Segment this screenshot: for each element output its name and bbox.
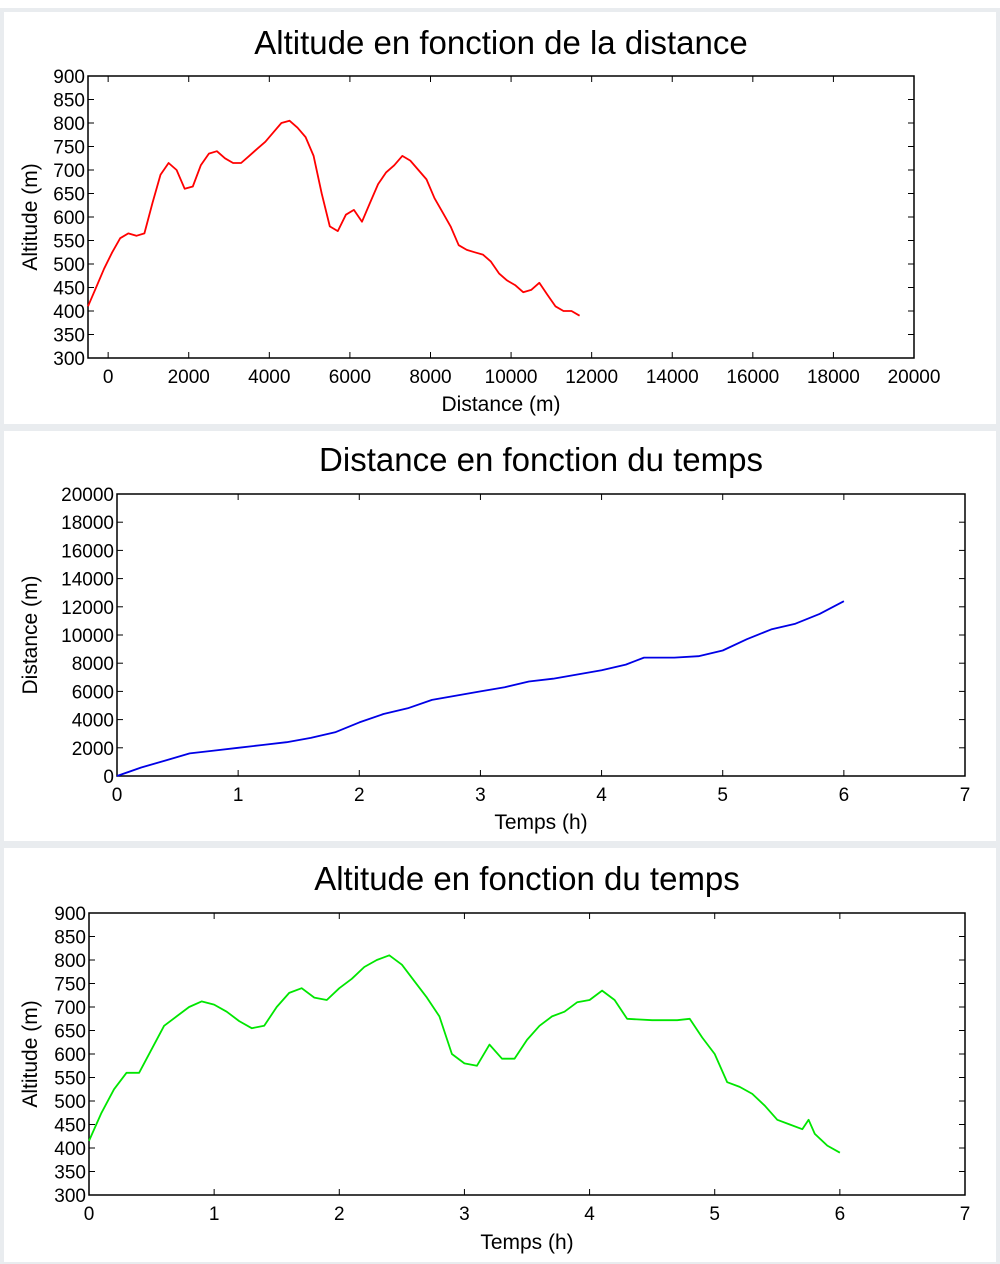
y-tick-label: 450 [53,279,85,300]
y-tick-label: 300 [54,1186,86,1207]
x-tick-label: 5 [717,785,728,806]
x-tick-label: 14000 [646,367,699,388]
x-axis-label: Temps (h) [494,811,587,834]
y-tick-label: 6000 [72,682,114,703]
y-tick-label: 500 [54,1092,86,1113]
y-tick-label: 8000 [72,654,114,675]
series-line-0 [87,119,581,317]
x-tick-label: 7 [960,1204,971,1225]
x-tick-label: 12000 [565,367,618,388]
chart-panel-altitude-distance: Altitude en fonction de la distance 300 35… [4,12,996,424]
x-tick-label: 2 [354,785,365,806]
y-axis-label: Altitude (m) [19,163,42,270]
x-tick-label: 10000 [485,367,538,388]
y-tick-label: 750 [53,138,85,159]
x-axis-label: Distance (m) [441,393,560,416]
y-axis-label: Distance (m) [19,575,42,694]
y-tick-label: 750 [54,975,86,996]
y-axis-label: Altitude (m) [19,1000,42,1107]
y-tick-label: 16000 [61,541,114,562]
chart-panel-distance-time: Distance en fonction du temps 0 2000 4000 60… [4,431,996,841]
x-tick-label: 1 [233,785,244,806]
x-tick-label: 18000 [807,367,860,388]
x-tick-label: 3 [459,1204,470,1225]
plot-area [88,912,966,1196]
y-tick-label: 12000 [61,598,114,619]
x-tick-label: 0 [112,785,123,806]
x-tick-label: 4 [596,785,607,806]
x-tick-label: 7 [960,785,971,806]
y-tick-label: 900 [54,904,86,925]
chart-altitude-vs-time: Altitude en fonction du temps30035040045… [19,860,971,1254]
y-tick-label: 550 [53,232,85,253]
chart-title: Altitude en fonction de la distance [254,24,748,61]
y-tick-label: 2000 [72,739,114,760]
chart-distance-vs-time: Distance en fonction du temps02000400060… [19,441,971,834]
y-tick-label: 650 [54,1022,86,1043]
y-tick-label: 850 [53,91,85,112]
x-tick-label: 0 [103,367,114,388]
y-tick-label: 400 [54,1139,86,1160]
y-tick-label: 650 [53,185,85,206]
chart-altitude-vs-distance: Altitude en fonction de la distance 30035… [19,24,941,416]
series-line-0 [88,954,841,1154]
chart-title: Altitude en fonction du temps [314,860,740,897]
window-top-strip [0,0,1000,8]
y-tick-label: 350 [53,326,85,347]
x-tick-label: 1 [209,1204,220,1225]
x-tick-label: 6 [839,785,850,806]
y-tick-label: 900 [53,67,85,88]
y-tick-label: 500 [53,255,85,276]
x-tick-label: 8000 [409,367,451,388]
chart-panel-altitude-time: Altitude en fonction du temps 300 350 400 45… [4,848,996,1262]
plot-area [87,75,915,359]
x-tick-label: 3 [475,785,486,806]
y-tick-label: 4000 [72,711,114,732]
x-tick-label: 20000 [888,367,941,388]
y-tick-label: 450 [54,1116,86,1137]
x-tick-label: 0 [84,1204,95,1225]
y-tick-label: 700 [53,161,85,182]
plot-area [116,493,966,777]
y-tick-label: 300 [53,349,85,370]
y-tick-label: 850 [54,928,86,949]
y-tick-label: 10000 [61,626,114,647]
y-tick-label: 800 [53,114,85,135]
y-tick-label: 550 [54,1069,86,1090]
y-tick-label: 600 [54,1045,86,1066]
y-tick-label: 600 [53,208,85,229]
x-tick-label: 2 [334,1204,345,1225]
x-axis-label: Temps (h) [480,1231,573,1254]
y-tick-label: 800 [54,951,86,972]
y-tick-label: 20000 [61,485,114,506]
x-tick-label: 2000 [168,367,210,388]
x-tick-label: 6000 [329,367,371,388]
x-tick-label: 5 [709,1204,720,1225]
series-line-0 [116,600,845,777]
y-tick-label: 14000 [61,570,114,591]
y-tick-label: 400 [53,302,85,323]
y-tick-label: 350 [54,1163,86,1184]
y-tick-label: 0 [103,767,114,788]
chart-title: Distance en fonction du temps [319,441,763,478]
y-tick-label: 18000 [61,513,114,534]
x-tick-label: 4 [584,1204,595,1225]
y-tick-label: 700 [54,998,86,1019]
x-tick-label: 6 [835,1204,846,1225]
x-tick-label: 4000 [248,367,290,388]
x-tick-label: 16000 [726,367,779,388]
